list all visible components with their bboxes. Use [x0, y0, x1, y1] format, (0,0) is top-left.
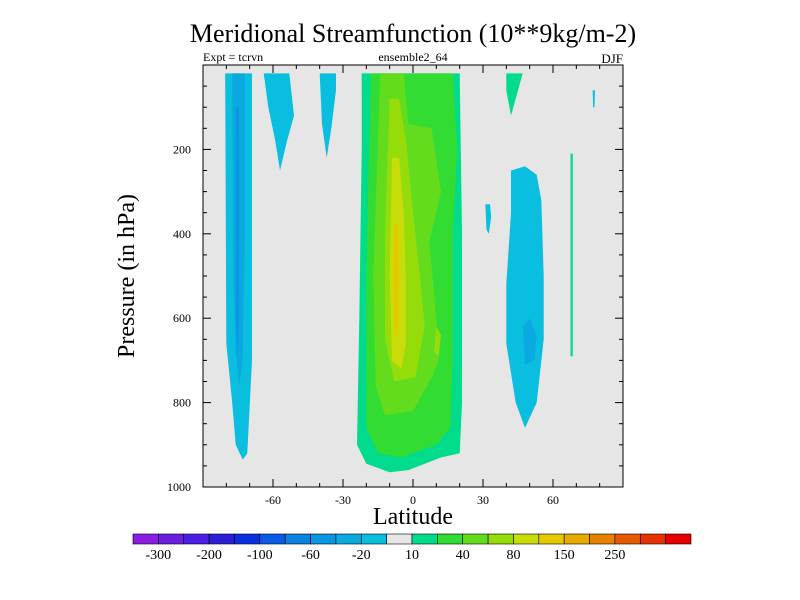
contour-hadley-side-spot [434, 326, 441, 357]
y-tick-label: 400 [173, 227, 191, 241]
y-tick-label: 600 [173, 311, 191, 325]
contour-southern-subtropical-lobe [319, 73, 336, 158]
y-tick-label: 200 [173, 142, 191, 156]
colorbar-box [310, 533, 337, 545]
colorbar-box [360, 533, 387, 545]
contour-hadley-core [393, 225, 399, 336]
y-tick-labels: 200 400 600 800 1000 [167, 142, 191, 494]
x-axis-label: Latitude [373, 504, 453, 530]
x-tick-label: 30 [477, 493, 489, 507]
colorbar-box [639, 533, 666, 545]
chart-subtitle-center: ensemble2_64 [378, 50, 447, 64]
colorbar-label: -200 [196, 548, 222, 563]
colorbar-labels: -300 -200 -100 -60 -20 10 40 80 150 250 [146, 548, 626, 563]
colorbar-box [563, 533, 590, 545]
colorbar-box [284, 533, 311, 545]
colorbar-box [158, 533, 185, 545]
colorbar-box [614, 533, 641, 545]
colorbar-box [538, 533, 565, 545]
colorbar-label: 250 [604, 548, 625, 563]
colorbar-box [487, 533, 514, 545]
contour-northern-small-blue [485, 204, 492, 234]
colorbar [132, 533, 692, 545]
contour-layer [225, 73, 595, 473]
plot-frame [202, 64, 624, 488]
colorbar-label: 10 [405, 548, 419, 563]
x-tick-label: -60 [265, 493, 281, 507]
colorbar-box [437, 533, 464, 545]
x-tick-label: -30 [335, 493, 351, 507]
colorbar-box [208, 533, 235, 545]
chart-subtitle-right: DJF [601, 51, 623, 66]
colorbar-box [335, 533, 362, 545]
colorbar-label: -100 [247, 548, 273, 563]
colorbar-box [462, 533, 489, 545]
y-tick-label: 1000 [167, 480, 191, 494]
chart-subtitle-left: Expt = tcrvn [203, 50, 263, 64]
axis-ticks [203, 65, 623, 487]
colorbar-label: -60 [301, 548, 320, 563]
colorbar-label: 150 [554, 548, 575, 563]
chart-title: Meridional Streamfunction (10**9kg/m-2) [190, 19, 636, 48]
colorbar-box [386, 533, 413, 545]
colorbar-box [589, 533, 616, 545]
contour-southern-inner-core [235, 107, 240, 357]
colorbar-box [259, 533, 286, 545]
x-tick-labels: -60 -30 0 30 60 [265, 493, 559, 507]
contour-southern-mid-lobe [263, 73, 294, 171]
contour-northern-polar-green [506, 73, 523, 116]
y-axis-label: Pressure (in hPa) [114, 194, 140, 358]
contour-northern-ferrel-cell [506, 166, 544, 428]
contour-northern-line-spot [570, 153, 573, 357]
x-tick-label: 60 [547, 493, 559, 507]
colorbar-box [513, 533, 540, 545]
colorbar-box [132, 533, 159, 545]
contour-northern-ferrel-core [522, 318, 537, 365]
x-tick-label: 0 [410, 493, 416, 507]
y-tick-label: 800 [173, 396, 191, 410]
colorbar-label: 40 [456, 548, 470, 563]
colorbar-box [183, 533, 210, 545]
colorbar-label: 80 [506, 548, 520, 563]
colorbar-box [234, 533, 261, 545]
contour-northern-pole-blue [592, 90, 595, 108]
colorbar-box [411, 533, 438, 545]
colorbar-label: -300 [146, 548, 172, 563]
colorbar-box [665, 533, 692, 545]
colorbar-label: -20 [352, 548, 371, 563]
